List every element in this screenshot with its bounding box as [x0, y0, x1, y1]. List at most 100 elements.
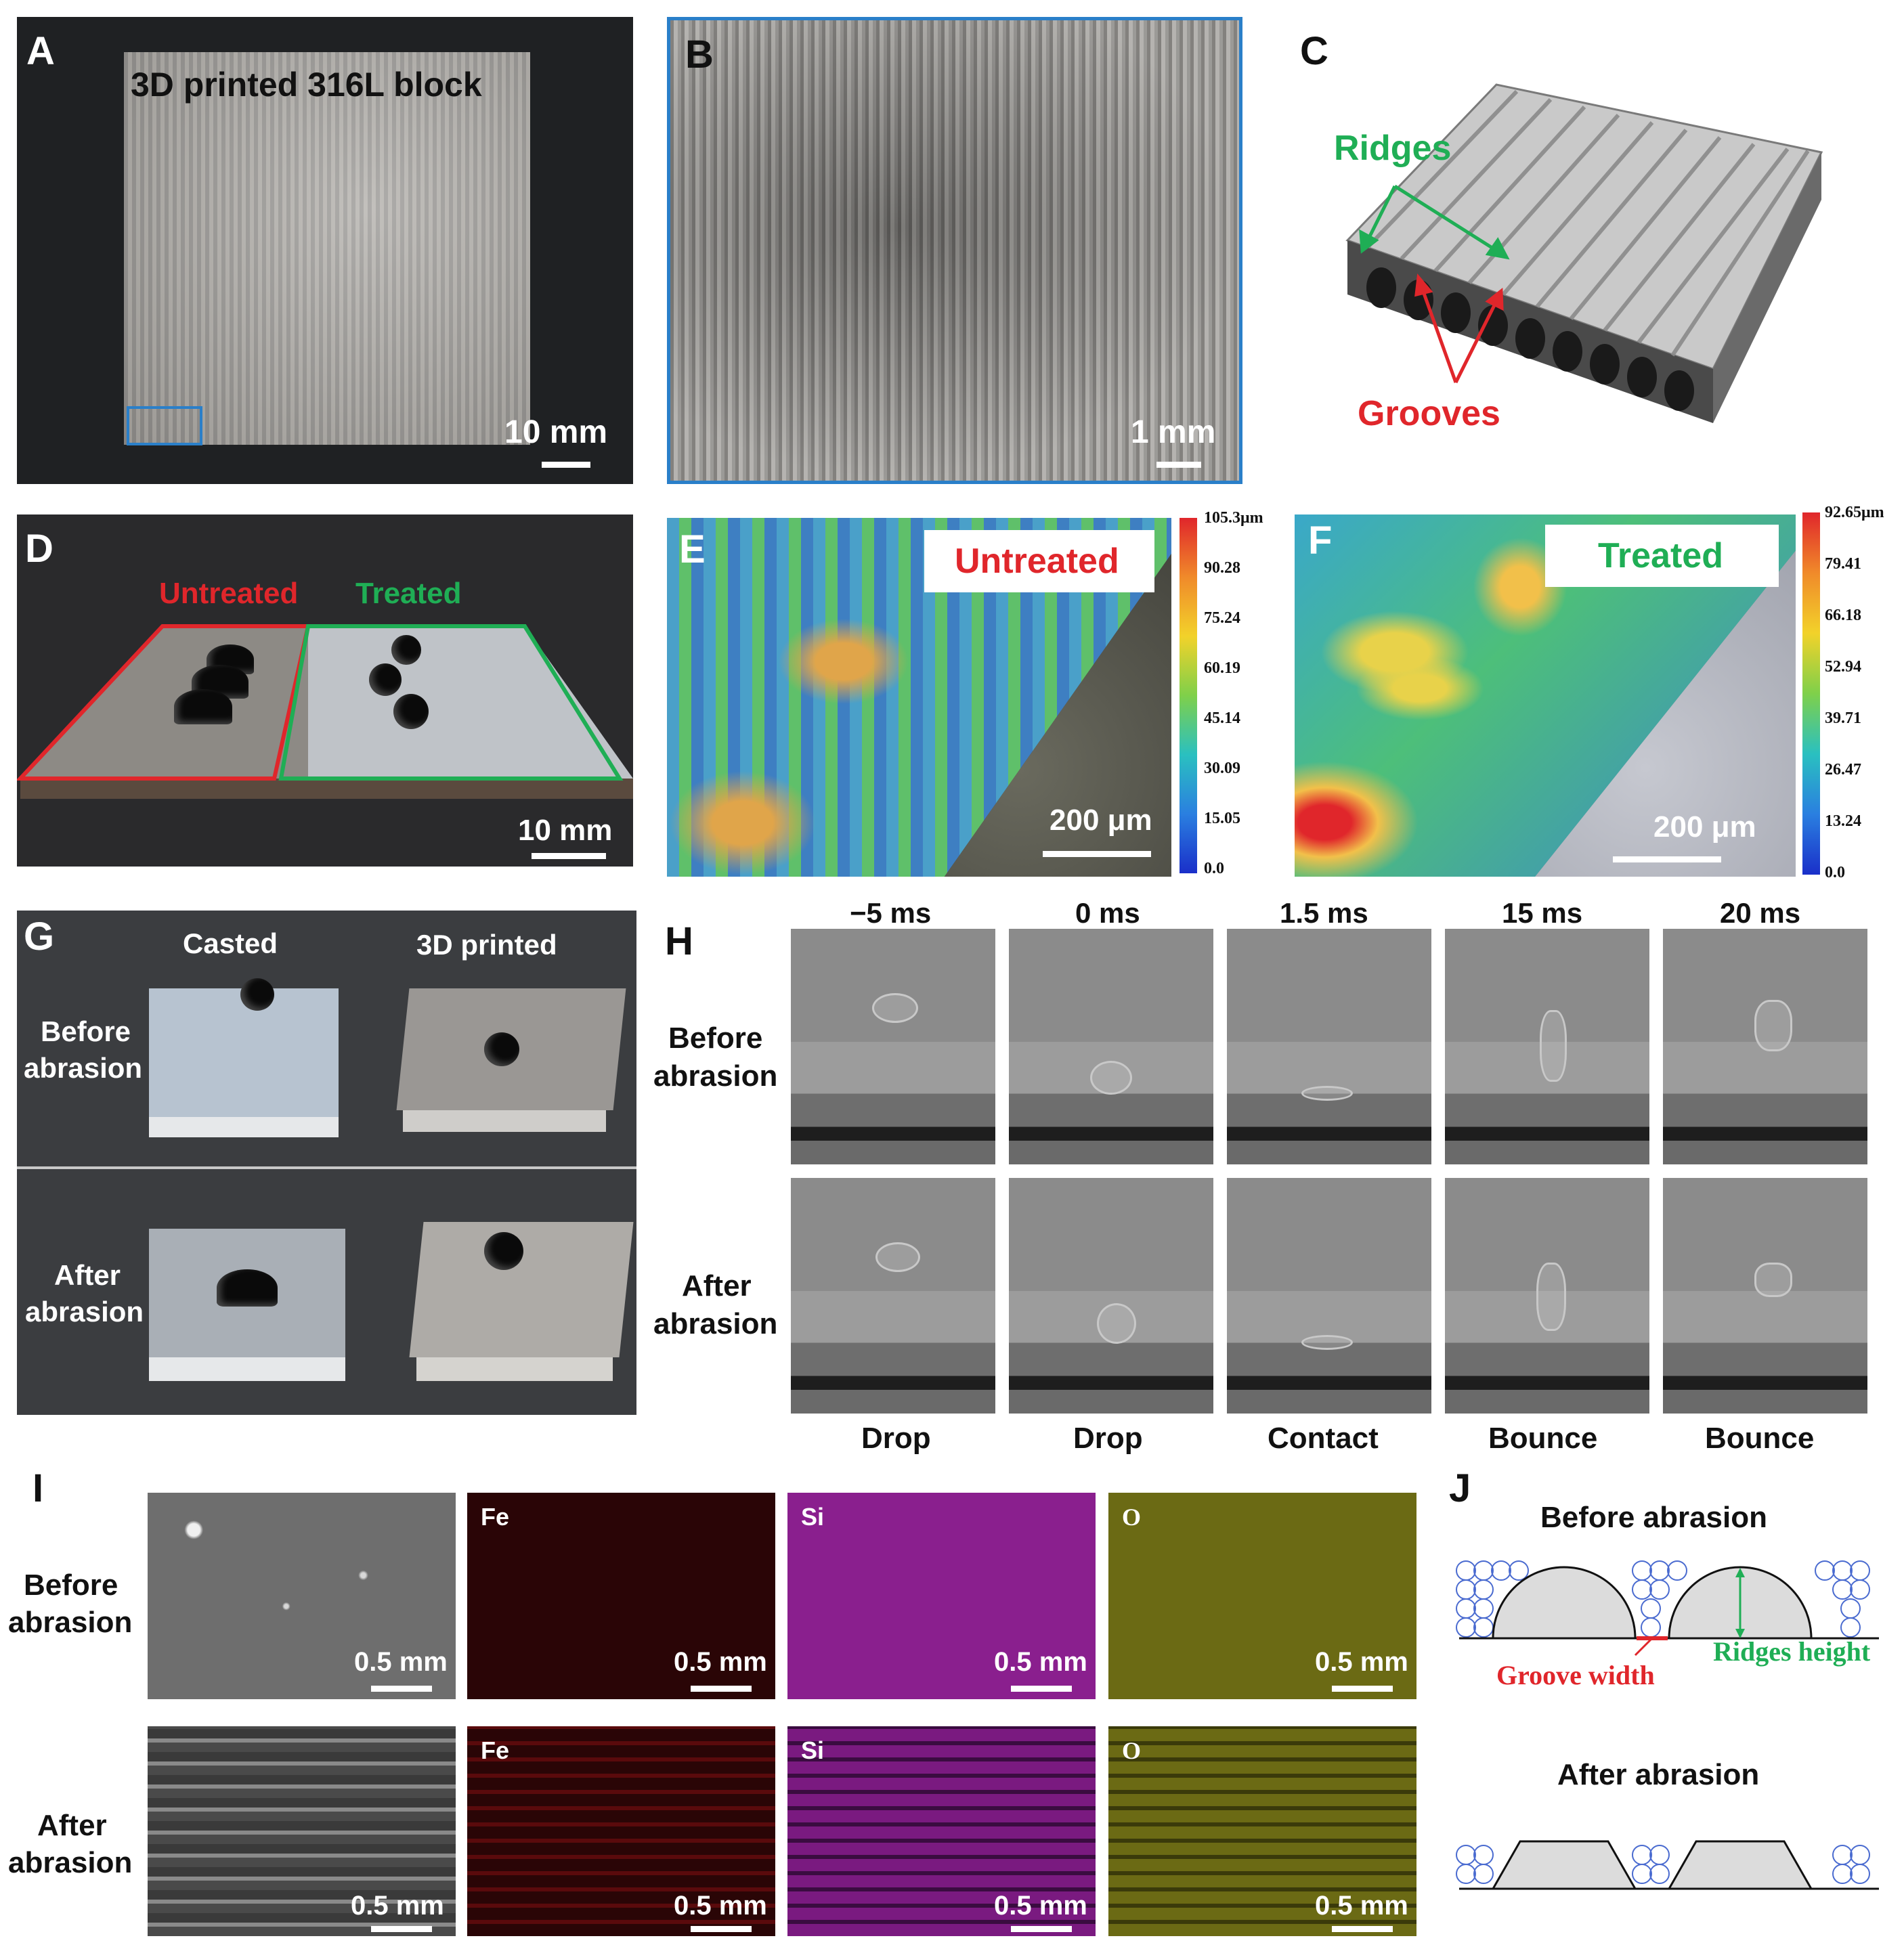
i-scale-label: 0.5 mm: [674, 1891, 767, 1921]
colorbar-f-ticks: 92.65μm 79.41 66.18 52.94 39.71 26.47 13…: [1825, 504, 1884, 881]
fe-label: Fe: [481, 1503, 510, 1531]
panel-i: I Before abrasion After abrasion 0.5 mm …: [0, 1469, 1442, 1949]
i-scale-label: 0.5 mm: [994, 1891, 1087, 1921]
water-drop: [174, 689, 232, 724]
h-time-0: −5 ms: [850, 897, 932, 929]
panel-b-scale-label: 1 mm: [1131, 414, 1216, 450]
panel-b-scale-bar: [1156, 462, 1201, 468]
o-map-after: O 0.5 mm: [1108, 1726, 1416, 1936]
panel-e-tag: Untreated: [955, 542, 1119, 581]
colorbar-f: [1802, 512, 1820, 875]
frame-after-4: [1445, 1178, 1649, 1414]
water-drop: [484, 1032, 519, 1066]
h-time-3: 15 ms: [1502, 897, 1583, 929]
colorbar-e: [1180, 518, 1197, 873]
panel-b-letter: B: [685, 32, 714, 76]
fe-map-after: Fe 0.5 mm: [467, 1726, 775, 1936]
panel-a-title: 3D printed 316L block: [131, 66, 482, 104]
fe-map-before: Fe 0.5 mm: [467, 1493, 775, 1699]
panel-f-letter: F: [1308, 519, 1333, 563]
frame-after-1: [791, 1178, 995, 1414]
treated-label: Treated: [355, 577, 462, 610]
panel-c: C Ridges: [1273, 17, 1896, 484]
si-label: Si: [801, 1503, 825, 1531]
o-label: O: [1122, 1504, 1142, 1531]
panel-a-letter: A: [26, 29, 55, 73]
panel-a-scale-bar: [542, 462, 590, 468]
h-time-4: 20 ms: [1720, 897, 1801, 929]
casted-block-before: [149, 988, 339, 1117]
panel-e-scale-label: 200 μm: [1050, 804, 1152, 837]
h-state-4: Bounce: [1705, 1422, 1815, 1455]
i-scale-label: 0.5 mm: [351, 1891, 444, 1921]
panel-h: H −5 ms 0 ms 1.5 ms 15 ms 20 ms Before a…: [643, 894, 1904, 1469]
water-drop: [217, 1269, 278, 1307]
i-after-label-line1: After: [37, 1809, 107, 1842]
j-after-title: After abrasion: [1557, 1758, 1760, 1791]
o-map-before: O 0.5 mm: [1108, 1493, 1416, 1699]
fe-label: Fe: [481, 1736, 510, 1764]
panel-f: Treated F 200 μm: [1295, 514, 1796, 877]
ridge-block-3d: [1345, 83, 1823, 423]
water-drop: [240, 978, 274, 1011]
g-before-label-line1: Before: [41, 1015, 131, 1047]
si-map-after: Si 0.5 mm: [787, 1726, 1096, 1936]
water-drop: [484, 1232, 523, 1270]
groove-width-label: Groove width: [1496, 1660, 1655, 1690]
i-scale-label: 0.5 mm: [674, 1647, 767, 1677]
i-scale-label: 0.5 mm: [1315, 1891, 1408, 1921]
panel-g-letter: G: [24, 915, 55, 959]
ridges-height-label: Ridges height: [1713, 1636, 1871, 1667]
colorbar-e-ticks: 105.3μm 90.28 75.24 60.19 45.14 30.09 15…: [1204, 509, 1263, 877]
o-label: O: [1122, 1737, 1142, 1764]
i-scale-label: 0.5 mm: [1315, 1647, 1408, 1677]
i-before-label-line1: Before: [24, 1569, 118, 1602]
panel-d: D Untreated Treated 10 mm: [17, 514, 633, 867]
g-after-label-line2: abrasion: [25, 1296, 144, 1328]
panel-d-scale-bar: [532, 853, 606, 859]
ridges-label: Ridges: [1334, 129, 1452, 168]
i-scale-label: 0.5 mm: [354, 1647, 448, 1677]
schematic-after: [1456, 1840, 1879, 1890]
panel-f-tag: Treated: [1598, 536, 1723, 575]
untreated-label: Untreated: [159, 577, 299, 610]
panel-d-scale-label: 10 mm: [518, 814, 613, 847]
frame-after-2: [1009, 1178, 1213, 1414]
frame-before-1: [791, 929, 995, 1164]
panel-f-scale-label: 200 μm: [1653, 810, 1756, 844]
schematic-before: [1456, 1560, 1879, 1657]
panel-j: J Before abrasion Groove width Ridges he…: [1446, 1469, 1904, 1949]
sem-image-before: 0.5 mm: [148, 1493, 456, 1699]
i-scale-label: 0.5 mm: [994, 1647, 1087, 1677]
frame-before-4: [1445, 929, 1649, 1164]
water-drop: [393, 694, 429, 729]
h-state-0: Drop: [861, 1422, 931, 1455]
panel-f-scale-bar: [1613, 856, 1721, 862]
h-state-3: Bounce: [1488, 1422, 1598, 1455]
frame-after-3: [1227, 1178, 1431, 1414]
si-map-before: Si 0.5 mm: [787, 1493, 1096, 1699]
i-before-label-line2: abrasion: [8, 1606, 133, 1639]
panel-c-letter: C: [1300, 29, 1328, 73]
g-before-label-line2: abrasion: [24, 1052, 143, 1084]
frame-after-5: [1663, 1178, 1867, 1414]
h-after-label-line1: After: [682, 1269, 752, 1302]
printed-block-photo: [124, 52, 530, 445]
h-before-label-line1: Before: [668, 1022, 763, 1055]
panel-e-scale-bar: [1043, 851, 1151, 857]
grooves-label: Grooves: [1358, 394, 1500, 433]
frame-before-2: [1009, 929, 1213, 1164]
frame-before-3: [1227, 929, 1431, 1164]
zoom-region-box: [127, 406, 202, 445]
h-before-label-line2: abrasion: [653, 1059, 778, 1093]
h-after-label-line2: abrasion: [653, 1307, 778, 1340]
i-after-label-line2: abrasion: [8, 1846, 133, 1879]
panel-b: B 1 mm: [667, 17, 1242, 484]
panel-e-letter: E: [679, 527, 706, 571]
casted-label: Casted: [183, 927, 278, 959]
panel-e: Untreated E 200 μm: [667, 518, 1171, 877]
panel-j-letter: J: [1449, 1469, 1471, 1510]
g-after-label-line1: After: [54, 1259, 121, 1291]
h-time-2: 1.5 ms: [1280, 897, 1368, 929]
panel-i-letter: I: [33, 1469, 44, 1510]
